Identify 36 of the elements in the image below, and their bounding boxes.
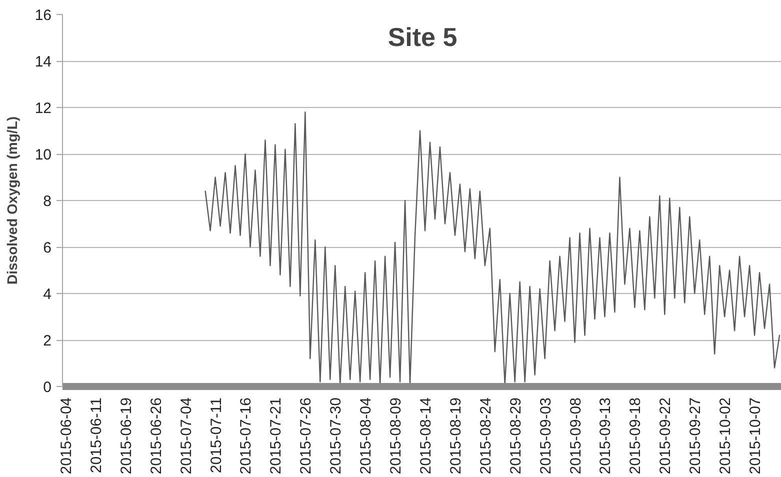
x-tick-label: 2015-08-04: [358, 397, 375, 474]
x-tick-label: 2015-07-26: [298, 397, 315, 474]
x-tick-label: 2015-08-09: [388, 397, 405, 474]
y-tick-label: 16: [34, 7, 52, 24]
y-tick-label: 10: [34, 146, 52, 164]
x-tick-label: 2015-09-08: [567, 397, 584, 474]
line-series: [204, 112, 780, 385]
x-tick-label: 2015-07-04: [178, 397, 195, 474]
x-tick-label: 2015-08-29: [507, 397, 524, 474]
y-tick-label: 12: [34, 100, 52, 117]
x-tick-label: 2015-08-24: [477, 397, 494, 474]
y-tick-label: 8: [43, 193, 52, 210]
chart-title: Site 5: [388, 22, 458, 52]
x-tick-label: 2015-07-30: [328, 397, 345, 474]
x-tick-label: 2015-10-07: [747, 397, 764, 474]
x-tick-label: 2015-09-18: [627, 397, 644, 474]
y-tick-label: 2: [43, 332, 52, 350]
x-tick-label: 2015-07-21: [268, 397, 285, 474]
x-tick-label: 2015-09-03: [537, 397, 554, 474]
x-tick-label: 2015-09-13: [597, 397, 614, 474]
x-tick-label: 2015-06-19: [118, 397, 135, 474]
y-tick-label: 4: [43, 286, 52, 303]
x-tick-label: 2015-07-16: [238, 397, 255, 474]
x-tick-label: 2015-07-11: [208, 397, 225, 474]
x-tick-label: 2015-06-11: [88, 397, 105, 474]
x-tick-label: 2015-06-26: [148, 397, 165, 474]
y-tick-label: 14: [34, 54, 52, 70]
x-tick-label: 2015-10-02: [717, 397, 734, 474]
x-tick-label: 2015-09-27: [687, 397, 704, 474]
x-tick-label: 2015-08-14: [417, 397, 434, 474]
x-tick-label: 2015-09-22: [657, 397, 674, 474]
y-tick-label: 0: [43, 379, 52, 396]
x-tick-label: 2015-08-19: [447, 397, 464, 474]
y-tick-label: 6: [43, 240, 52, 256]
y-axis-title: Dissolved Oxygen (mg/L): [4, 116, 20, 285]
x-tick-label: 2015-06-04: [58, 397, 75, 474]
